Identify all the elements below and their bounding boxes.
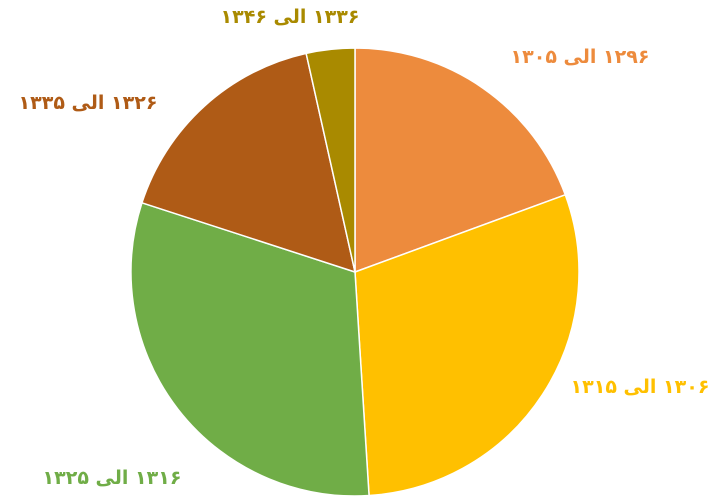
slice-label-1306-1315: ۱۳۰۶ الی ۱۳۱۵ bbox=[571, 376, 710, 398]
pie-slice-1 bbox=[354, 193, 580, 497]
pie-slice-3 bbox=[141, 52, 357, 274]
slice-label-1296-1305: ۱۲۹۶ الی ۱۳۰۵ bbox=[511, 46, 650, 68]
slice-label-1326-1335: ۱۳۲۶ الی ۱۳۳۵ bbox=[19, 92, 158, 114]
pie-slice-4 bbox=[305, 47, 356, 273]
pie-labels: ۱۲۹۶ الی ۱۳۰۵ ۱۳۰۶ الی ۱۳۱۵ ۱۳۱۶ الی ۱۳۲… bbox=[19, 6, 710, 489]
slice-label-1316-1325: ۱۳۱۶ الی ۱۳۲۵ bbox=[43, 467, 182, 489]
slice-label-1336-1346: ۱۳۳۶ الی ۱۳۴۶ bbox=[221, 6, 360, 28]
pie-slices bbox=[130, 47, 580, 497]
pie-slice-2 bbox=[130, 201, 370, 497]
pie-slice-0 bbox=[354, 47, 567, 274]
